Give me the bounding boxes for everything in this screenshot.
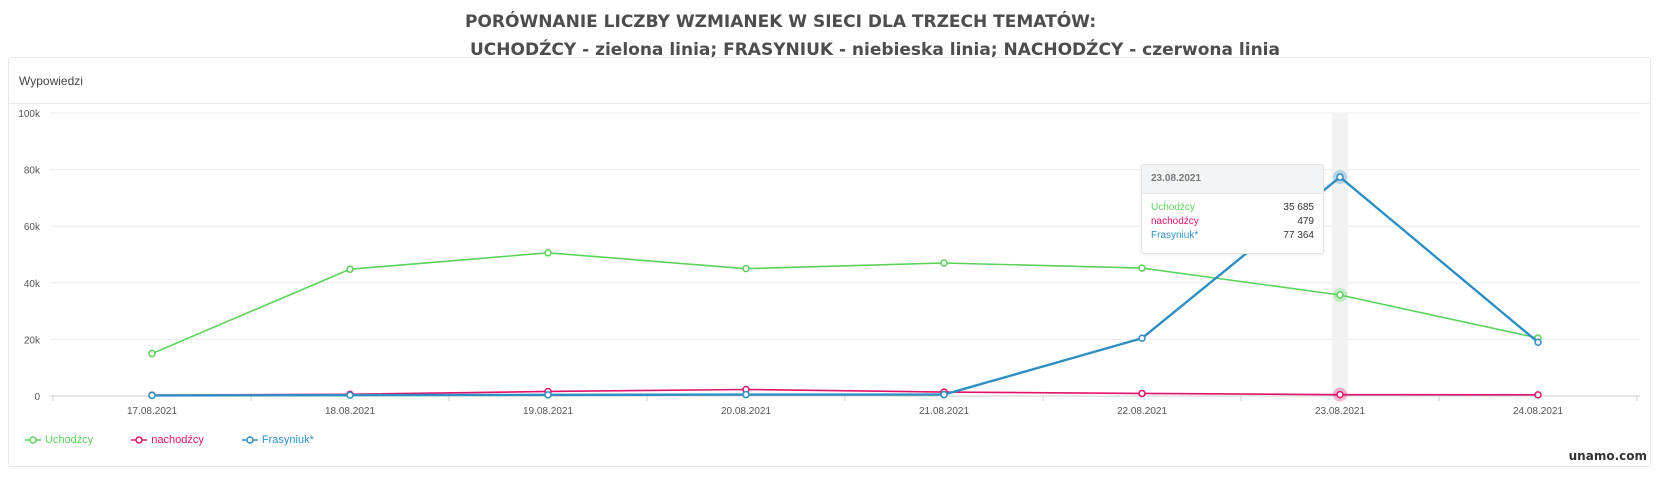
legend-label: Uchodźcy (45, 434, 94, 446)
data-point (1138, 389, 1146, 398)
data-point (1336, 173, 1344, 181)
data-point (544, 391, 552, 399)
y-tick-label: 20k (24, 335, 41, 346)
y-tick-label: 40k (24, 279, 41, 290)
legend-item[interactable]: Frasyniuk* (241, 433, 314, 447)
series-line-2 (151, 175, 1539, 397)
legend-swatch-marker (135, 436, 144, 444)
axis-layer (50, 395, 1640, 401)
x-tick-label: 19.08.2021 (523, 406, 573, 417)
data-point (1138, 264, 1146, 272)
tooltip-row-value: 77 364 (1283, 230, 1314, 241)
y-tick-label: 100k (18, 109, 41, 120)
tooltip-row-label: Uchodźcy (1151, 202, 1195, 213)
data-point (346, 265, 354, 273)
data-point (1336, 291, 1344, 299)
tooltip-row-label: Frasyniuk* (1151, 230, 1199, 241)
brand-logo: unamo.com (1568, 449, 1647, 463)
hover-band (1332, 113, 1348, 396)
data-point (1534, 391, 1542, 399)
y-tick-label: 80k (24, 166, 41, 177)
data-point (148, 391, 156, 400)
series-line-1 (151, 388, 1539, 396)
data-point (1534, 338, 1542, 346)
legend-swatch-marker (29, 436, 37, 444)
legend-swatch-icon (25, 436, 41, 444)
data-point (1336, 390, 1344, 399)
data-point (742, 264, 750, 273)
tooltip-row-value: 35 685 (1283, 202, 1314, 213)
chart-title-line-2: UCHODŹCY - zielona linia; FRASYNIUK - ni… (470, 40, 1280, 60)
data-point (940, 390, 948, 399)
legend: Uchodźcy nachodźcy Frasyniuk* (25, 433, 314, 447)
legend-item[interactable]: Uchodźcy (25, 433, 93, 447)
tooltip: 23.08.2021 Uchodźcy 35 685 nachodźcy 479 Fra… (1141, 164, 1324, 254)
x-tick-label: 18.08.2021 (325, 406, 375, 417)
x-tick-label: 22.08.2021 (1117, 406, 1167, 417)
legend-swatch-icon (131, 436, 148, 444)
tooltip-row: Frasyniuk* 77 364 (1142, 229, 1323, 243)
tooltip-row-value: 479 (1297, 216, 1314, 227)
tooltip-row: Uchodźcy 35 685 (1142, 201, 1323, 215)
panel-header: Wypowiedzi (19, 74, 83, 88)
y-tick-label: 0 (34, 392, 40, 403)
data-point (940, 259, 948, 267)
legend-label: nachodźcy (151, 434, 204, 446)
grid-layer (50, 112, 1640, 340)
legend-label: Frasyniuk* (261, 434, 314, 446)
chart-title-line-1: PORÓWNANIE LICZBY WZMIANEK W SIECI DLA T… (465, 12, 1097, 32)
data-point (544, 249, 552, 257)
tooltip-date: 23.08.2021 (1142, 165, 1323, 194)
panel-divider (9, 103, 1650, 104)
x-tick-label: 24.08.2021 (1513, 406, 1563, 417)
data-point (1138, 334, 1146, 343)
legend-swatch-marker (246, 436, 254, 444)
highlight-layer (1332, 113, 1348, 396)
x-tick-label: 20.08.2021 (721, 406, 771, 417)
data-point (742, 390, 750, 399)
x-tick-label: 23.08.2021 (1315, 406, 1365, 417)
chart-panel: Wypowiedzi (8, 57, 1651, 467)
data-point (346, 391, 354, 399)
tooltip-row-label: nachodźcy (1151, 216, 1199, 227)
legend-swatch-icon (241, 436, 258, 444)
label-layer: 0 20k 40k 60k 80k 100k 17.08.2021 18.08.2021 19.… (18, 109, 1563, 417)
tooltip-rows: Uchodźcy 35 685 nachodźcy 479 Frasyniuk* 77 3… (1142, 194, 1323, 243)
x-tick-label: 21.08.2021 (919, 406, 969, 417)
data-point (148, 349, 156, 358)
x-tick-label: 17.08.2021 (127, 406, 177, 417)
tooltip-row: nachodźcy 479 (1142, 215, 1323, 229)
series-line-0 (151, 252, 1539, 355)
legend-item[interactable]: nachodźcy (131, 433, 204, 447)
y-tick-label: 60k (24, 222, 41, 233)
